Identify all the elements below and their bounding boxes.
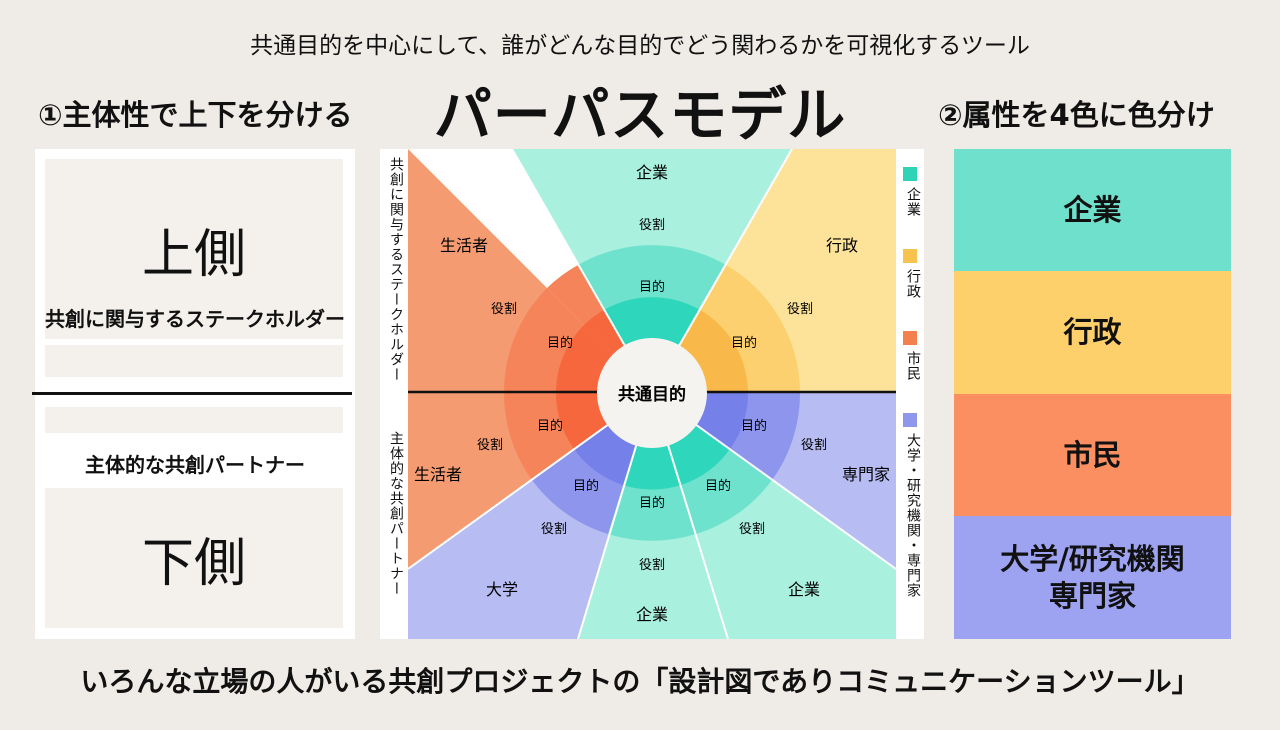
upper-spacer	[45, 345, 343, 377]
left-panel: 上側 共創に関与するステークホルダー 主体的な共創パートナー 下側	[32, 149, 355, 639]
purpose-label: 目的	[639, 495, 665, 511]
purpose-label: 目的	[573, 478, 599, 494]
attr-label-citizen: 市民	[1063, 437, 1122, 472]
purpose-label: 目的	[731, 335, 757, 351]
legend-label-company: 企業	[905, 187, 921, 217]
footer-caption: いろんな立場の人がいる共創プロジェクトの「設計図でありコミュニケーションツール」	[80, 665, 1200, 698]
legend-swatch-company	[903, 167, 917, 181]
attr-block-citizen: 市民	[954, 394, 1231, 516]
lower-label: 下側	[141, 533, 246, 594]
divider-line	[32, 392, 352, 395]
legend-swatch-univ	[903, 413, 917, 427]
center-label: 共通目的	[618, 384, 686, 405]
attr-block-univ: 大学/研究機関 専門家	[954, 516, 1231, 639]
attr-block-company: 企業	[954, 149, 1231, 271]
attr-label-univ: 大学/研究機関 専門家	[1000, 542, 1185, 613]
role-label: 役割	[801, 437, 827, 453]
label-life-lower: 生活者	[414, 465, 462, 484]
label-univ: 大学	[486, 580, 518, 599]
attr-block-gov: 行政	[954, 271, 1231, 394]
label-expert: 専門家	[842, 465, 890, 484]
role-label: 役割	[541, 521, 567, 537]
upper-cell: 上側	[45, 159, 343, 339]
side-label-upper: 共創に関与するステークホルダー	[388, 157, 404, 382]
role-label: 役割	[739, 521, 765, 537]
center-circle	[597, 338, 707, 448]
legend-swatch-citizen	[903, 331, 917, 345]
legend: 企業 行政 市民 大学・研究機関・専門家	[896, 157, 924, 637]
legend-label-citizen: 市民	[905, 351, 921, 381]
legend-label-gov: 行政	[905, 269, 921, 299]
left-section-heading: ①主体性で上下を分ける	[38, 98, 353, 132]
purpose-label: 目的	[547, 335, 573, 351]
purpose-label: 目的	[705, 478, 731, 494]
purpose-label: 目的	[639, 279, 665, 295]
attr-label-gov: 行政	[1063, 315, 1122, 350]
attr-label-company: 企業	[1063, 192, 1122, 227]
role-label: 役割	[491, 301, 517, 317]
role-label: 役割	[639, 217, 665, 233]
purpose-label: 目的	[537, 418, 563, 434]
upper-sublabel: 共創に関与するステークホルダー	[45, 307, 345, 331]
purpose-model-diagram: 共通目的 企業 生活者 行政 生活者 専門家 大学 企業 企業 役割 目的 役割…	[408, 149, 896, 639]
subtitle: 共通目的を中心にして、誰がどんな目的でどう関わるかを可視化するツール	[250, 33, 1030, 59]
role-label: 役割	[477, 437, 503, 453]
role-label: 役割	[639, 557, 665, 573]
lower-cell: 下側	[45, 488, 343, 628]
purpose-label: 目的	[741, 418, 767, 434]
label-gov: 行政	[826, 236, 858, 255]
lower-sublabel: 主体的な共創パートナー	[85, 453, 305, 477]
purpose-model-panel: 共創に関与するステークホルダー 主体的な共創パートナー	[380, 149, 924, 639]
lower-spacer	[45, 407, 343, 433]
right-section-heading: ②属性を4色に色分け	[938, 98, 1215, 132]
side-label-lower: 主体的な共創パートナー	[388, 431, 404, 596]
label-company-bottom: 企業	[636, 605, 668, 624]
legend-label-univ: 大学・研究機関・専門家	[905, 433, 921, 598]
legend-swatch-gov	[903, 249, 917, 263]
role-label: 役割	[787, 301, 813, 317]
label-company-bottom-right: 企業	[788, 580, 820, 599]
main-title: パーパスモデル	[433, 81, 847, 149]
upper-label: 上側	[141, 224, 246, 285]
label-top-company: 企業	[636, 163, 668, 182]
label-life-upper: 生活者	[440, 236, 488, 255]
